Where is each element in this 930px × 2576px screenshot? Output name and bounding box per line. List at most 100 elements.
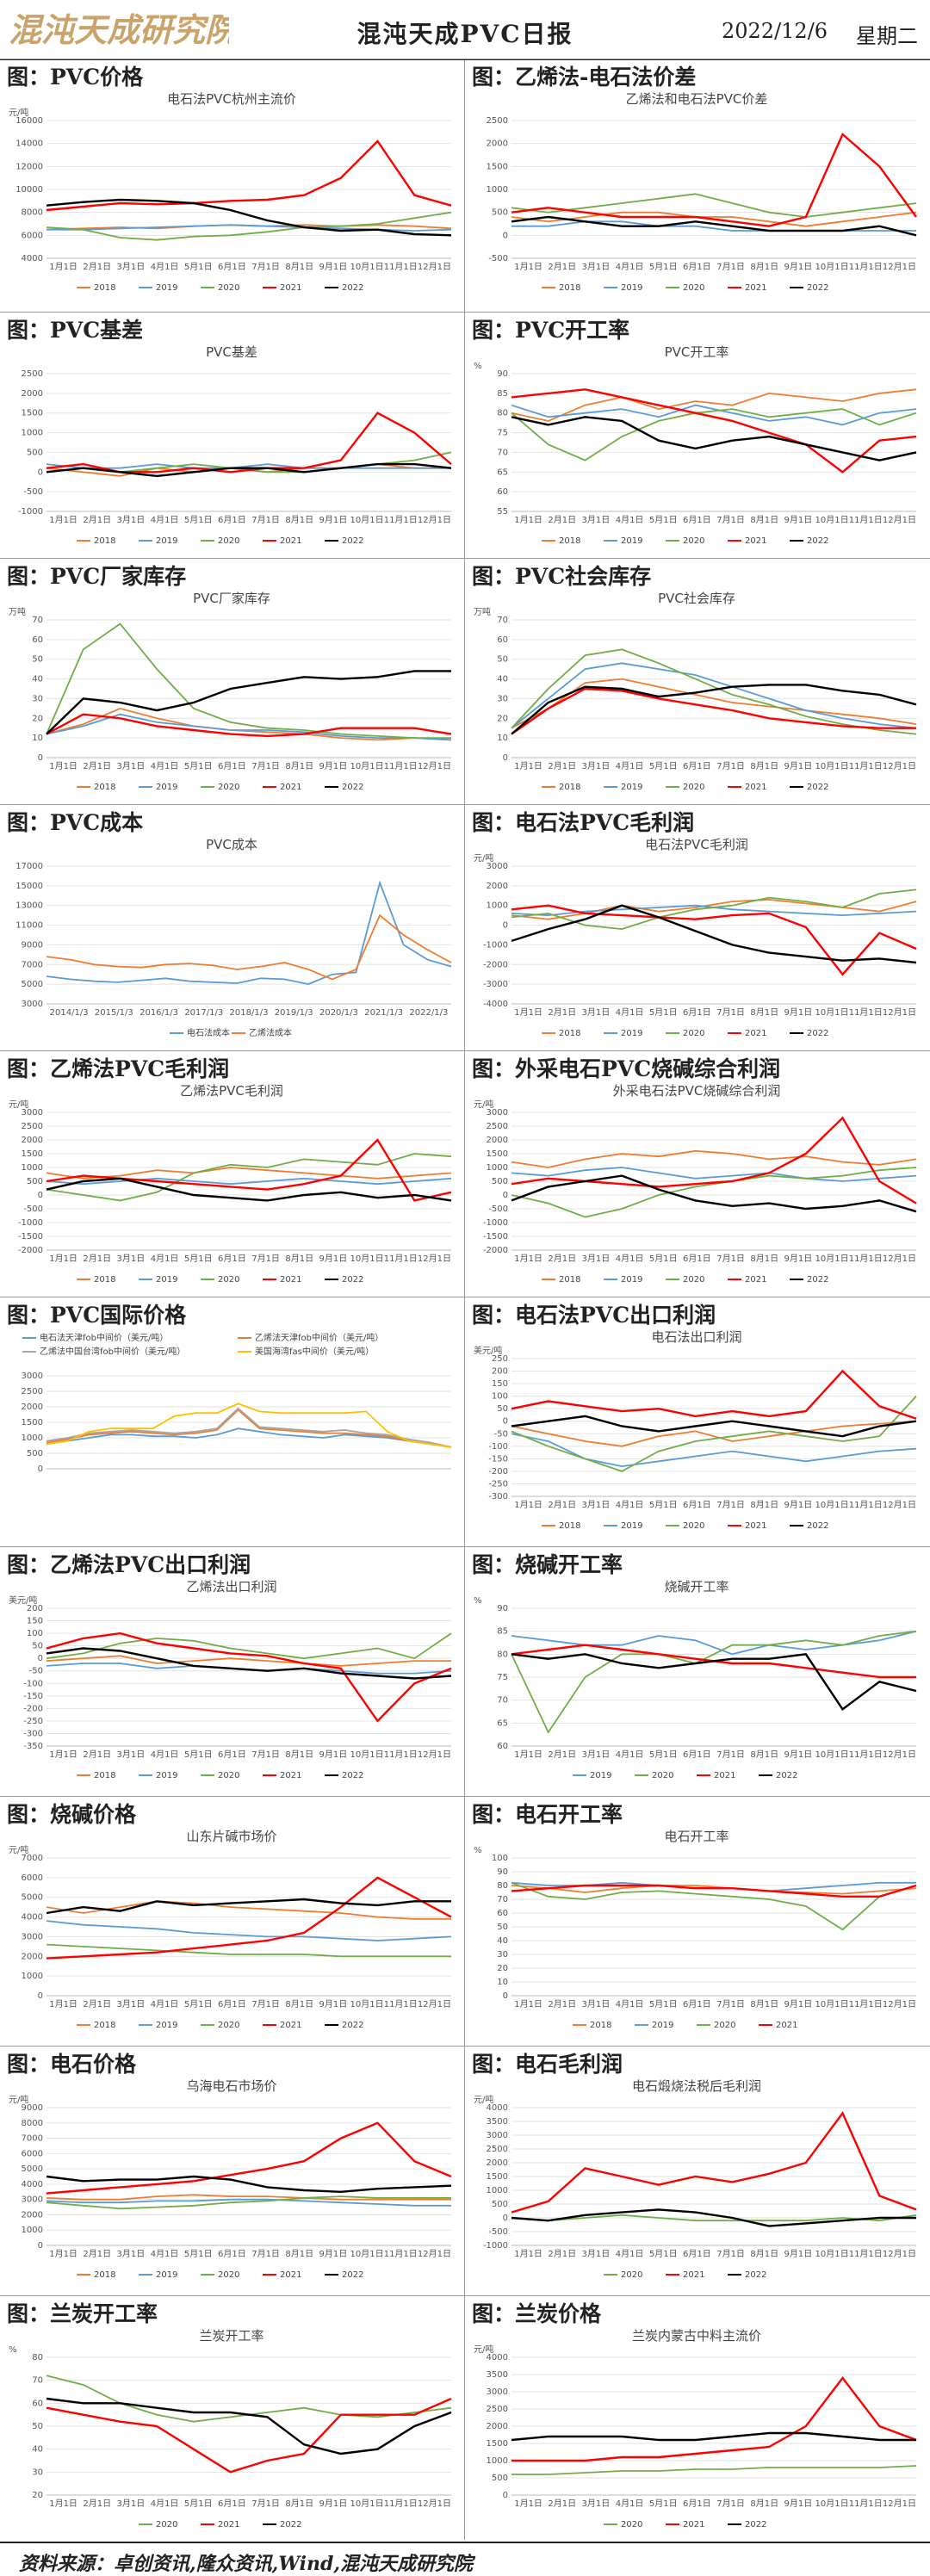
x-tick-label: 12月1日 xyxy=(418,1999,451,2009)
y-tick-label: 50 xyxy=(497,1404,508,1414)
x-tick-label: 2017/1/3 xyxy=(184,1008,223,1018)
x-tick-label: 3月1日 xyxy=(117,2249,146,2259)
x-tick-label: 2月1日 xyxy=(548,262,576,272)
row-divider xyxy=(0,1050,930,1051)
x-tick-label: 2月1日 xyxy=(83,1749,111,1760)
legend-label: 2020 xyxy=(683,1521,704,1531)
series-line xyxy=(46,1153,452,1202)
x-tick-label: 6月1日 xyxy=(218,1254,246,1264)
x-tick-label: 1月1日 xyxy=(514,1500,542,1510)
chart-panel: 外采电石法PVC烧碱综合利润 元/吨 3000 2500 2000 1500 1000 500… xyxy=(470,1081,923,1290)
x-tick-label: 12月1日 xyxy=(883,761,916,771)
y-tick-label: 200 xyxy=(492,1367,508,1377)
legend-label: 2020 xyxy=(218,2270,239,2280)
series-line xyxy=(511,1395,917,1472)
x-tick-label: 2月1日 xyxy=(548,1749,576,1760)
y-tick-label: 1500 xyxy=(487,162,508,171)
x-tick-label: 5月1日 xyxy=(184,515,213,525)
x-tick-label: 1月1日 xyxy=(514,1749,542,1760)
x-tick-label: 5月1日 xyxy=(184,2499,213,2509)
legend-label: 2022 xyxy=(745,2270,766,2280)
y-tick-label: 6000 xyxy=(22,2149,43,2158)
series-line xyxy=(46,1403,452,1448)
x-tick-label: 12月1日 xyxy=(883,515,916,525)
x-tick-label: 11月1日 xyxy=(384,1749,418,1760)
y-tick-label: -200 xyxy=(23,1704,43,1713)
y-tick-label: 2000 xyxy=(22,389,43,399)
series-line xyxy=(511,388,917,474)
chart-panel: 乙烯法PVC毛利润 元/吨 3000 2500 2000 1500 1000 500 0 -500… xyxy=(5,1081,458,1290)
x-tick-label: 5月1日 xyxy=(649,761,678,771)
x-tick-label: 2月1日 xyxy=(548,2249,576,2259)
series-line xyxy=(46,211,452,241)
y-tick-label: -500 xyxy=(488,254,508,263)
x-tick-label: 4月1日 xyxy=(151,262,179,272)
section-title: 图：PVC成本 xyxy=(7,810,144,835)
series-line xyxy=(511,1881,917,1931)
y-tick-label: 2500 xyxy=(487,1122,508,1131)
x-tick-label: 3月1日 xyxy=(117,761,146,771)
x-tick-label: 5月1日 xyxy=(184,1999,213,2009)
series-line xyxy=(46,198,452,237)
x-tick-label: 12月1日 xyxy=(418,515,451,525)
legend-label: 2018 xyxy=(94,2270,115,2280)
y-tick-label: -2000 xyxy=(483,1246,508,1255)
unit-label: 元/吨 xyxy=(9,107,28,118)
x-tick-label: 4月1日 xyxy=(616,2499,644,2509)
x-tick-label: 12月1日 xyxy=(883,2499,916,2509)
x-tick-label: 2月1日 xyxy=(548,761,576,771)
chart-panel: 电石法PVC杭州主流价 元/吨 16000 14000 12000 10000 8000 60… xyxy=(5,90,458,298)
series-line xyxy=(46,1177,452,1186)
report-date: 2022/12/6 xyxy=(722,19,828,43)
legend-label: 2021 xyxy=(280,783,301,792)
legend-label: 2020 xyxy=(652,1771,673,1780)
legend-label: 乙烯法成本 xyxy=(249,1027,292,1038)
series-line xyxy=(511,648,917,735)
series-line xyxy=(511,687,916,735)
x-tick-label: 8月1日 xyxy=(750,2249,778,2259)
series-line xyxy=(46,463,451,469)
x-tick-label: 8月1日 xyxy=(750,1500,778,1510)
x-tick-label: 9月1日 xyxy=(319,515,348,525)
series-line xyxy=(511,662,917,729)
x-tick-label: 1月1日 xyxy=(49,1999,78,2009)
y-tick-label: 1000 xyxy=(487,2456,508,2466)
series-line xyxy=(511,889,917,931)
unit-label: % xyxy=(474,1846,482,1855)
x-tick-label: 4月1日 xyxy=(151,1254,179,1264)
x-tick-label: 4月1日 xyxy=(616,1749,644,1760)
x-tick-label: 6月1日 xyxy=(218,2499,246,2509)
chart-title: PVC社会库存 xyxy=(658,591,735,606)
y-tick-label: 40 xyxy=(497,675,508,684)
y-tick-label: 4000 xyxy=(487,2353,508,2362)
legend-label: 2022 xyxy=(807,283,828,293)
x-tick-label: 3月1日 xyxy=(117,515,146,525)
series-line xyxy=(46,2121,452,2195)
chart-title: 乌海电石市场价 xyxy=(186,2078,276,2094)
y-tick-label: 30 xyxy=(32,2468,43,2477)
x-tick-label: 8月1日 xyxy=(750,1254,778,1264)
legend-label: 2022 xyxy=(280,2520,301,2530)
section-title: 图：电石毛利润 xyxy=(472,2052,623,2077)
y-tick-label: -500 xyxy=(488,1204,508,1214)
x-tick-label: 8月1日 xyxy=(750,2499,778,2509)
series-line xyxy=(511,388,917,422)
series-line xyxy=(511,1630,917,1734)
chart-panel: 3000 2500 2000 1500 1000 500 0 电石法天津fob中间价（美元/吨… xyxy=(5,1328,458,1536)
chart-svg: PVC开工率% 90 85 80 75 70 65 60 55 1月1日 2月1日 3月1日 4月1日 5… xyxy=(474,344,917,546)
chart-panel: 乙烯法出口利润 美元/吨 200 150 100 50 0 -50 -100 -150 -200 -2… xyxy=(5,1577,458,1786)
legend-label: 2019 xyxy=(156,536,177,546)
section-title: 图：乙烯法PVC出口利润 xyxy=(7,1552,251,1577)
y-tick-label: 1000 xyxy=(22,2226,43,2235)
x-tick-label: 9月1日 xyxy=(784,1999,813,2009)
legend-label: 2018 xyxy=(94,783,115,792)
series-line xyxy=(46,1632,452,1660)
x-tick-label: 2月1日 xyxy=(83,1999,111,2009)
legend-label: 美国海湾fas中间价（美元/吨） xyxy=(255,1346,374,1357)
x-tick-label: 7月1日 xyxy=(251,262,280,272)
x-tick-label: 1月1日 xyxy=(49,262,78,272)
legend-label: 2022 xyxy=(745,2520,766,2530)
series-line xyxy=(511,1885,917,1895)
chart-panel: 烧碱开工率% 90 85 80 75 70 65 60 1月1日 2月1日 3月1日 4月1日 5月1日… xyxy=(470,1577,923,1786)
